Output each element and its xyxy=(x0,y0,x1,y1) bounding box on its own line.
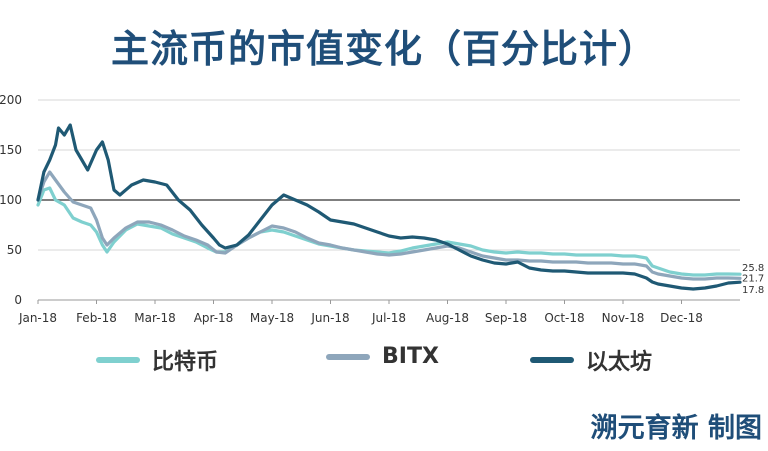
x-tick-label: Jun-18 xyxy=(310,311,349,325)
y-axis-ticks: 0 50 100 150 200 xyxy=(0,93,22,307)
x-tick-label: Oct-18 xyxy=(544,311,584,325)
x-tick-label: Nov-18 xyxy=(602,311,645,325)
y-tick-label: 150 xyxy=(0,143,22,157)
series-line-btc xyxy=(36,186,742,277)
y-tick-label: 0 xyxy=(14,293,22,307)
legend-label-btc: 比特币 xyxy=(152,350,219,375)
x-tick-label: Aug-18 xyxy=(426,311,469,325)
series-line-bitx xyxy=(36,170,742,281)
end-label-btc: 25.8 xyxy=(742,263,764,274)
series-lines xyxy=(36,123,742,291)
y-tick-label: 200 xyxy=(0,93,22,107)
x-axis-ticks: Jan-18 Feb-18 Mar-18 Apr-18 May-18 Jun-18 Jul-… xyxy=(18,300,703,325)
end-labels: 25.821.717.8 xyxy=(742,263,764,296)
grid-lines xyxy=(38,99,740,301)
end-label-bitx: 21.7 xyxy=(742,273,764,284)
legend-item-eth: 以太坊 xyxy=(530,344,652,376)
legend-label-eth: 以太坊 xyxy=(586,350,653,375)
legend-swatch-btc xyxy=(96,357,140,363)
x-tick-label: Dec-18 xyxy=(660,311,703,325)
series-line-eth xyxy=(36,123,742,291)
x-tick-label: Feb-18 xyxy=(76,311,117,325)
x-tick-label: Apr-18 xyxy=(194,311,234,325)
legend-swatch-eth xyxy=(530,357,574,363)
legend-swatch-bitx xyxy=(326,353,370,360)
x-tick-label: Mar-18 xyxy=(134,311,175,325)
x-tick-label: Sep-18 xyxy=(485,311,527,325)
legend-label-bitx: BITX xyxy=(382,344,439,369)
end-label-eth: 17.8 xyxy=(742,285,764,296)
legend-item-btc: 比特币 xyxy=(96,344,218,376)
chart-title: 主流币的市值变化（百分比计） xyxy=(110,27,657,71)
y-tick-label: 100 xyxy=(0,193,22,207)
credit-text: 溯元育新 制图 xyxy=(590,413,762,444)
x-tick-label: May-18 xyxy=(250,311,294,325)
legend-item-bitx: BITX xyxy=(326,344,439,369)
x-tick-label: Jul-18 xyxy=(371,311,406,325)
x-tick-label: Jan-18 xyxy=(18,311,57,325)
y-tick-label: 50 xyxy=(7,243,22,257)
